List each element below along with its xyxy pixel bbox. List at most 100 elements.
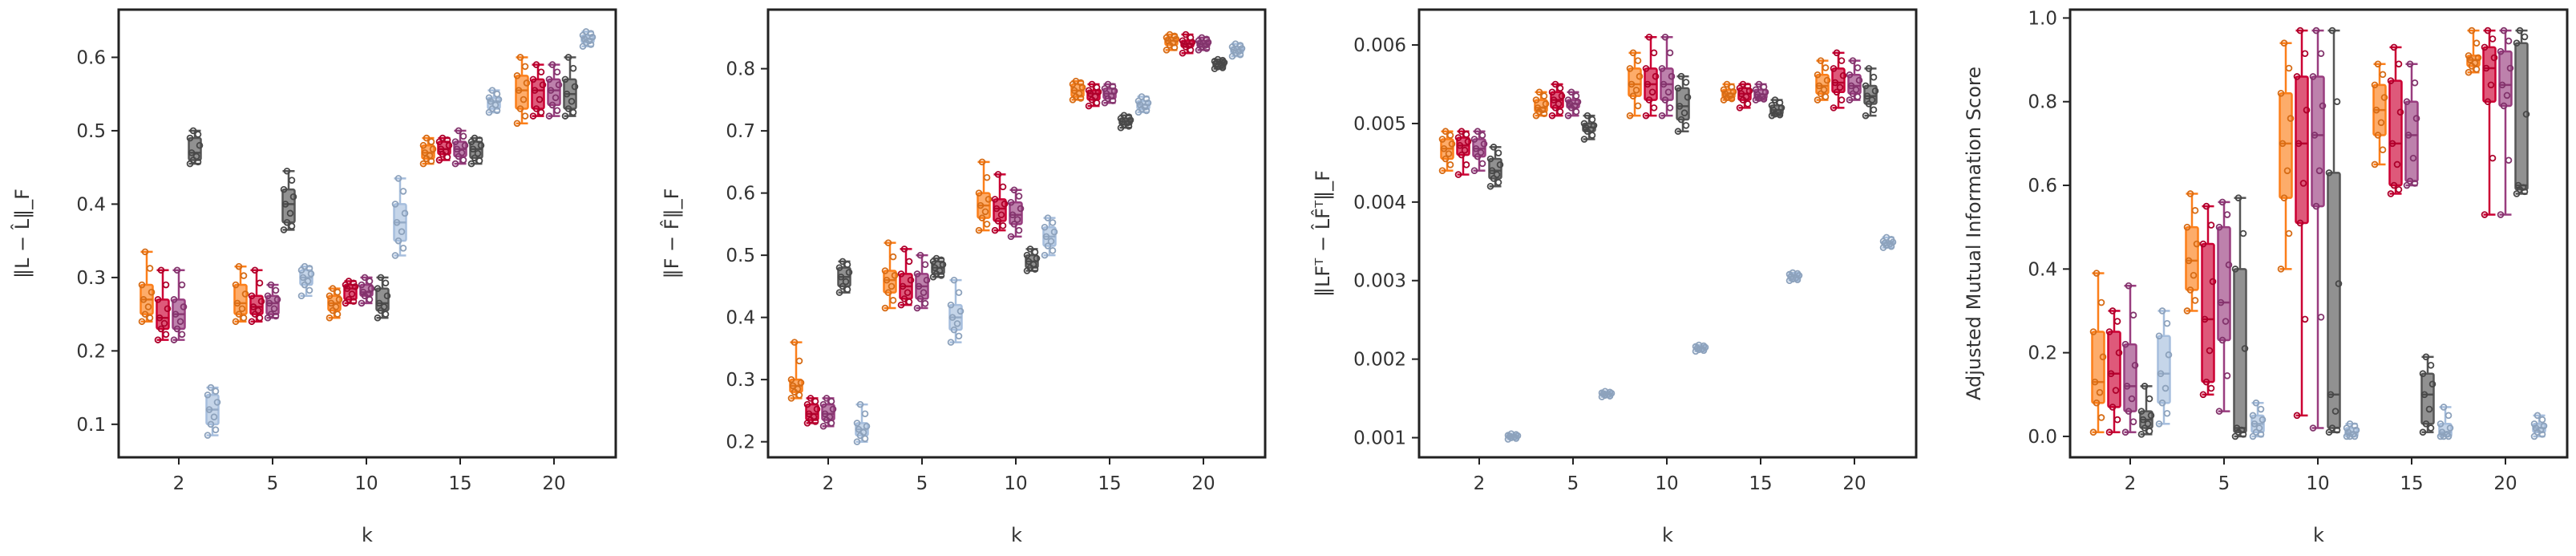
- x-tick-label: 15: [1749, 473, 1772, 494]
- sample-point: [1050, 228, 1058, 236]
- sample-point: [2500, 26, 2508, 34]
- sample-point: [240, 272, 248, 279]
- sample-point: [994, 217, 1002, 225]
- sample-point: [1009, 211, 1017, 219]
- sample-point: [1820, 86, 1828, 94]
- sample-point: [1823, 76, 1831, 84]
- sample-point: [162, 331, 170, 339]
- sample-point: [2327, 391, 2335, 399]
- sample-point: [2299, 180, 2307, 187]
- sample-point: [393, 218, 401, 226]
- sample-point: [196, 141, 204, 149]
- sample-point: [2380, 94, 2388, 101]
- sample-point: [2091, 378, 2099, 386]
- sample-point: [931, 264, 939, 271]
- box-purple-k5: [1564, 88, 1582, 120]
- box-red-k2: [2105, 307, 2123, 436]
- sample-point: [947, 301, 955, 309]
- sample-point: [1458, 128, 1466, 136]
- sample-point: [475, 157, 483, 164]
- sample-point: [1644, 80, 1652, 88]
- sample-point: [794, 385, 802, 393]
- sample-point: [204, 432, 212, 439]
- sample-point: [916, 295, 924, 302]
- sample-point: [235, 262, 243, 270]
- sample-point: [2346, 420, 2354, 428]
- sample-point: [1464, 138, 1472, 145]
- sample-point: [1166, 30, 1174, 39]
- sample-point: [1104, 80, 1112, 88]
- sample-point: [2161, 384, 2170, 392]
- box-darkgray-k2: [835, 258, 853, 296]
- y-tick-label: 0.5: [726, 246, 755, 266]
- sample-point: [248, 292, 256, 300]
- sample-point: [2217, 298, 2225, 306]
- sample-point: [2239, 229, 2247, 237]
- sample-point: [2468, 26, 2476, 34]
- sample-point: [948, 314, 956, 321]
- sample-point: [1822, 93, 1830, 100]
- sample-point: [2403, 98, 2411, 106]
- sample-point: [2377, 119, 2385, 127]
- sample-point: [1814, 96, 1822, 103]
- sample-point: [2522, 111, 2530, 118]
- sample-point: [2411, 79, 2419, 87]
- sample-point: [459, 156, 467, 164]
- sample-point: [380, 303, 388, 310]
- box-red-k10: [2293, 26, 2311, 420]
- sample-point: [2325, 169, 2333, 177]
- sample-point: [2097, 298, 2105, 306]
- box-purple-k5: [264, 281, 281, 322]
- sample-point: [1658, 112, 1666, 120]
- sample-point: [1556, 108, 1564, 116]
- sample-point: [2131, 361, 2139, 369]
- y-tick-label: 0.4: [726, 308, 755, 329]
- box-iqr: [2201, 242, 2215, 384]
- x-tick-label: 2: [1474, 473, 1486, 494]
- sample-point: [529, 75, 537, 83]
- box-purple-k15: [1752, 80, 1769, 103]
- sample-point: [2199, 240, 2207, 248]
- sample-point: [172, 310, 180, 318]
- sample-point: [366, 278, 374, 285]
- box-red-k10: [1642, 33, 1660, 120]
- sample-point: [545, 112, 553, 120]
- sample-point: [571, 83, 579, 91]
- sample-point: [2137, 408, 2145, 415]
- sample-point: [401, 209, 409, 217]
- box-purple-k10: [2309, 26, 2327, 432]
- sample-point: [795, 357, 803, 365]
- y-tick-label: 0.003: [1353, 271, 1406, 292]
- sample-point: [2335, 280, 2343, 287]
- box-orange-k5: [881, 239, 899, 312]
- sample-point: [1572, 92, 1580, 99]
- sample-point: [157, 325, 165, 333]
- box-darkgray-k2: [2137, 383, 2155, 438]
- chart-panel-3: 0.001 0.002 0.003 0.004 0.005 0.006 2 5 10 15 20 k ‖…: [1312, 8, 1918, 546]
- sample-point: [2438, 428, 2446, 436]
- sample-point: [1198, 34, 1206, 42]
- sample-point: [1676, 103, 1684, 110]
- sample-point: [1182, 30, 1190, 39]
- sample-point: [537, 108, 545, 116]
- sample-point: [2121, 428, 2129, 436]
- box-darkgray-k20: [1862, 65, 1879, 120]
- sample-point: [257, 298, 265, 305]
- sample-point: [1626, 65, 1634, 72]
- sample-point: [170, 296, 178, 303]
- sample-point: [999, 183, 1007, 191]
- sample-point: [2497, 47, 2505, 55]
- sample-point: [1865, 65, 1873, 72]
- sample-point: [1138, 93, 1146, 100]
- sample-point: [563, 90, 571, 98]
- sample-point: [1666, 49, 1674, 57]
- sample-point: [2234, 194, 2242, 201]
- box-iqr: [2388, 79, 2403, 187]
- sample-point: [375, 299, 383, 307]
- sample-point: [154, 336, 162, 343]
- sample-point: [1458, 151, 1466, 159]
- y-tick-label: 0.6: [726, 184, 755, 205]
- sample-point: [2481, 43, 2489, 51]
- box-iqr: [2311, 75, 2325, 208]
- sample-point: [856, 400, 864, 408]
